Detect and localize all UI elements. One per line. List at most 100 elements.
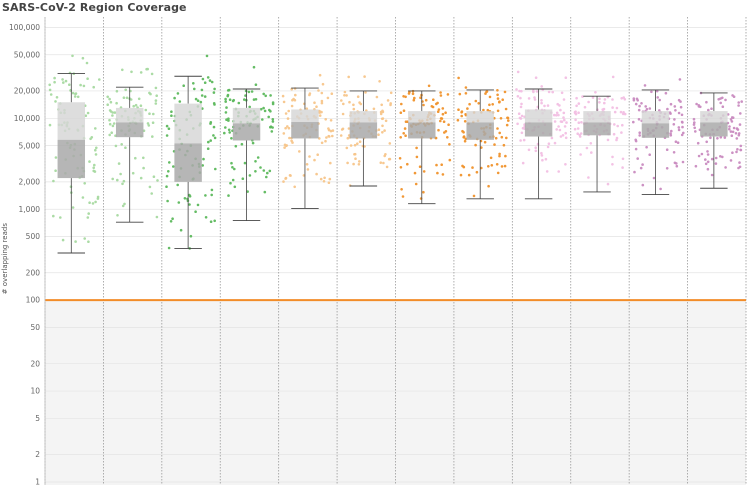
data-point xyxy=(327,127,330,130)
data-point xyxy=(665,167,669,170)
data-point xyxy=(693,121,696,124)
data-point xyxy=(282,132,286,135)
data-point xyxy=(287,126,291,130)
data-point xyxy=(714,162,718,165)
data-point xyxy=(284,177,287,180)
data-point xyxy=(86,111,90,115)
data-point xyxy=(55,96,59,99)
data-point xyxy=(54,169,57,172)
data-point xyxy=(564,163,567,166)
data-point xyxy=(494,136,498,140)
data-point xyxy=(412,98,416,102)
data-point xyxy=(71,206,75,209)
data-point xyxy=(148,112,151,115)
data-point xyxy=(150,192,153,195)
data-point xyxy=(82,84,86,88)
data-point xyxy=(673,105,677,108)
data-point xyxy=(152,175,156,178)
data-point xyxy=(498,131,502,135)
data-point xyxy=(233,167,236,171)
data-point xyxy=(268,169,272,173)
data-point xyxy=(669,102,673,106)
data-point xyxy=(540,85,543,88)
data-point xyxy=(209,139,212,142)
data-point xyxy=(305,107,309,110)
data-point xyxy=(320,101,324,105)
data-point xyxy=(665,148,669,151)
data-point xyxy=(680,120,684,124)
data-point xyxy=(121,68,124,72)
data-point xyxy=(165,174,169,178)
y-tick-label: 500 xyxy=(26,232,41,241)
data-point xyxy=(709,136,712,140)
data-point xyxy=(437,108,441,111)
data-point xyxy=(381,117,385,120)
data-point xyxy=(399,111,403,114)
data-point xyxy=(265,175,268,179)
box-lower-half xyxy=(291,122,319,139)
data-point xyxy=(611,163,614,166)
data-point xyxy=(178,100,182,103)
data-point xyxy=(95,146,98,150)
data-point xyxy=(108,122,112,126)
data-point xyxy=(681,160,685,164)
data-point xyxy=(227,117,230,120)
data-point xyxy=(739,148,743,152)
data-point xyxy=(603,98,607,101)
data-point xyxy=(613,110,617,114)
data-point xyxy=(620,131,623,134)
data-point xyxy=(94,200,97,204)
data-point xyxy=(484,92,487,95)
data-point xyxy=(324,118,328,121)
box-upper-half xyxy=(641,111,670,124)
data-point xyxy=(168,161,171,164)
data-point xyxy=(375,95,379,99)
data-point xyxy=(243,161,247,165)
data-point xyxy=(493,143,496,146)
data-point xyxy=(203,95,207,98)
data-point xyxy=(167,170,170,173)
data-point xyxy=(576,127,580,130)
data-point xyxy=(439,94,443,97)
data-point xyxy=(254,83,258,86)
data-point xyxy=(545,170,549,173)
data-point xyxy=(598,101,601,104)
data-point xyxy=(62,81,65,84)
data-point xyxy=(293,185,297,189)
y-tick-label: 2 xyxy=(35,450,40,459)
data-point xyxy=(723,136,727,139)
data-point xyxy=(291,98,294,102)
y-tick-label: 20 xyxy=(30,359,40,368)
data-point xyxy=(89,137,92,141)
data-point xyxy=(349,144,353,147)
data-point xyxy=(580,121,583,124)
data-point xyxy=(139,176,143,180)
data-point xyxy=(167,127,171,130)
data-point xyxy=(669,112,672,115)
data-point xyxy=(404,95,407,99)
data-point xyxy=(672,151,676,154)
data-point xyxy=(139,71,143,74)
data-point xyxy=(439,91,442,94)
data-point xyxy=(441,107,445,110)
data-point xyxy=(488,95,492,99)
data-point xyxy=(460,114,464,118)
data-point xyxy=(250,90,254,93)
data-point xyxy=(142,166,145,170)
data-point xyxy=(240,142,244,146)
data-point xyxy=(666,107,669,111)
data-point xyxy=(352,103,355,107)
data-point xyxy=(611,155,614,159)
data-point xyxy=(318,73,322,77)
data-point xyxy=(590,151,593,154)
data-point xyxy=(48,83,51,87)
data-point xyxy=(254,98,258,101)
data-point xyxy=(339,134,343,137)
data-point xyxy=(330,92,334,95)
data-point xyxy=(706,167,710,171)
data-point xyxy=(318,114,322,117)
data-point xyxy=(736,128,740,131)
data-point xyxy=(262,106,265,110)
data-point xyxy=(729,159,733,162)
box-lower-half xyxy=(583,122,611,136)
